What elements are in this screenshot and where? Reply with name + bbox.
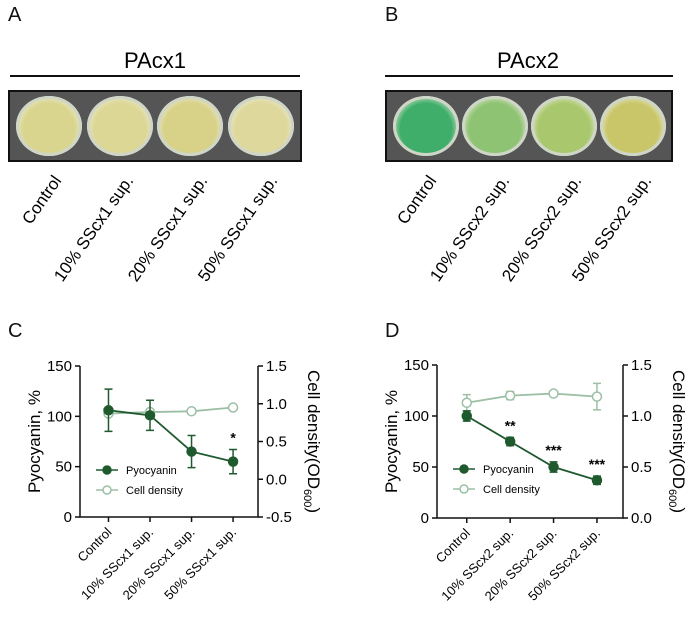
well: [392, 96, 459, 156]
well: [157, 96, 224, 156]
y2-tick-label: 0.0: [266, 471, 287, 488]
series-line-pyocyanin: [466, 415, 598, 482]
y-axis-label: Pyocyanin, %: [25, 390, 44, 493]
y-tick-label: 100: [47, 408, 72, 425]
well: [227, 96, 294, 156]
data-point: [186, 406, 197, 417]
axes: [436, 365, 624, 519]
legend-label: Pyocyanin: [483, 464, 534, 476]
divider: [385, 75, 673, 77]
y2-tick-label: 0.5: [631, 459, 652, 476]
significance-marker: ***: [589, 456, 606, 472]
divider: [10, 75, 300, 77]
legend-marker: [102, 465, 112, 475]
data-point: [227, 456, 239, 467]
plate-photo-b: [385, 90, 673, 162]
y-tick-label: 100: [404, 408, 429, 425]
y-axis-label: Pyocyanin, %: [382, 390, 401, 493]
well: [530, 96, 597, 156]
y-tick-label: 0: [64, 509, 72, 526]
panel-label-b: B: [385, 4, 399, 26]
x-tick-label: 10% SScx1 sup.: [78, 525, 156, 603]
y2-tick-label: 1.5: [266, 358, 287, 375]
data-point: [227, 402, 239, 413]
series-line-pyocyanin: [108, 409, 234, 463]
panel-a-title: PAcx1: [124, 48, 186, 73]
x-tick-label: 20% SScx1 sup.: [120, 525, 198, 603]
well: [86, 96, 153, 156]
significance-marker: **: [505, 417, 516, 433]
data-point: [461, 397, 473, 408]
data-point: [144, 410, 156, 421]
data-point: [548, 461, 559, 473]
significance-marker: ***: [545, 442, 562, 458]
data-point: [186, 446, 197, 457]
x-tick-label: Control: [74, 524, 114, 564]
y-tick-label: 0: [421, 510, 429, 527]
panel-label-a: A: [8, 4, 22, 26]
data-point: [103, 405, 114, 416]
well: [461, 96, 528, 156]
significance-marker: *: [230, 430, 236, 446]
legend-label: Cell density: [483, 484, 540, 496]
data-point: [461, 410, 473, 422]
data-point: [504, 390, 516, 401]
x-tick-label: 50% SScx1 sup.: [161, 525, 239, 603]
data-point: [504, 436, 516, 447]
y2-tick-label: 1.0: [631, 408, 652, 425]
y2-tick-label: 1.0: [266, 396, 287, 413]
plate-photo-a: [8, 90, 302, 162]
panel-label-c: C: [8, 320, 23, 342]
data-point: [591, 475, 603, 486]
legend-label: Pyocyanin: [126, 465, 177, 477]
legend-marker: [102, 485, 112, 495]
data-point: [548, 388, 559, 399]
panel-label-d: D: [385, 320, 400, 342]
y-tick-label: 150: [404, 357, 429, 374]
legend-label: Cell density: [126, 485, 183, 497]
y2-tick-label: 0.0: [631, 510, 652, 527]
x-tick-label: Control: [433, 525, 473, 565]
legend-marker: [459, 484, 469, 494]
series-line-cell-density: [466, 392, 598, 404]
y2-tick-label: 0.5: [266, 434, 287, 451]
y2-tick-label: 1.5: [631, 357, 652, 374]
well: [16, 96, 83, 156]
y2-tick-label: -0.5: [266, 509, 292, 526]
well: [599, 96, 666, 156]
data-point: [591, 391, 603, 402]
legend-marker: [459, 464, 469, 474]
y-tick-label: 150: [47, 358, 72, 375]
y-tick-label: 50: [55, 459, 72, 476]
y2-axis-label: Cell density(OD600): [301, 370, 323, 513]
y2-axis-label: Cell density(OD600): [666, 370, 685, 513]
panel-b-title: PAcx2: [497, 48, 559, 73]
y-tick-label: 50: [412, 459, 429, 476]
